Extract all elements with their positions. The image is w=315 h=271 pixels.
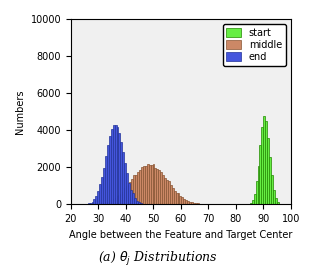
Bar	[138, 202, 140, 204]
Bar	[147, 164, 149, 204]
Bar	[185, 200, 187, 204]
Bar	[193, 203, 195, 204]
Bar	[128, 185, 129, 204]
Bar	[158, 170, 160, 204]
Bar	[250, 203, 252, 204]
Bar	[180, 196, 181, 204]
Bar	[107, 145, 109, 204]
Bar	[275, 198, 277, 204]
Bar	[97, 191, 99, 204]
Bar	[143, 166, 145, 204]
Bar	[89, 203, 92, 204]
Bar	[106, 202, 108, 204]
Bar	[122, 152, 124, 204]
Bar	[156, 169, 158, 204]
Bar	[277, 202, 279, 204]
Bar	[135, 175, 137, 204]
Bar	[118, 133, 120, 204]
Bar	[267, 138, 269, 204]
Bar	[273, 190, 275, 204]
Bar	[195, 203, 197, 204]
Bar	[269, 157, 271, 204]
Bar	[136, 201, 138, 204]
Bar	[145, 166, 147, 204]
Bar	[101, 178, 103, 204]
Bar	[168, 181, 170, 204]
Bar	[258, 166, 260, 204]
Bar	[95, 196, 97, 204]
Bar	[124, 163, 126, 204]
Bar	[139, 170, 141, 204]
Bar	[162, 175, 164, 204]
Bar	[261, 127, 263, 204]
Bar	[132, 193, 134, 204]
Bar	[92, 202, 94, 204]
Bar	[122, 192, 124, 204]
Bar	[263, 117, 265, 204]
Bar	[152, 164, 154, 204]
Bar	[252, 200, 254, 204]
Bar	[130, 190, 132, 204]
Bar	[120, 142, 122, 204]
Bar	[178, 193, 180, 204]
Bar	[118, 195, 120, 204]
Bar	[164, 178, 166, 204]
Bar	[120, 194, 122, 204]
Y-axis label: Numbers: Numbers	[15, 89, 25, 134]
Bar	[140, 203, 141, 204]
Bar	[102, 203, 105, 204]
Bar	[105, 202, 106, 204]
Bar	[141, 167, 143, 204]
Bar	[183, 199, 185, 204]
Bar	[149, 164, 151, 204]
Bar	[187, 201, 189, 204]
Bar	[265, 121, 267, 204]
Bar	[260, 145, 261, 204]
Bar	[128, 183, 130, 204]
Bar	[166, 180, 168, 204]
Bar	[124, 188, 126, 204]
Bar	[99, 185, 101, 204]
Bar	[126, 186, 128, 204]
Text: (a) $\theta_j$ Distributions: (a) $\theta_j$ Distributions	[98, 250, 217, 268]
Bar	[112, 199, 114, 204]
Bar	[115, 124, 117, 204]
Bar	[105, 156, 107, 204]
Bar	[137, 172, 139, 204]
Bar	[191, 202, 193, 204]
Bar	[88, 203, 89, 204]
Bar	[176, 193, 178, 204]
Bar	[94, 199, 95, 204]
Bar	[181, 197, 183, 204]
Bar	[256, 181, 258, 204]
Bar	[151, 164, 152, 204]
Bar	[154, 168, 156, 204]
Bar	[131, 179, 133, 204]
Bar	[111, 129, 113, 204]
Bar	[133, 175, 135, 204]
Bar	[103, 168, 105, 204]
X-axis label: Angle between the Feature and Target Center: Angle between the Feature and Target Cen…	[69, 230, 293, 240]
Bar	[110, 201, 112, 204]
Bar	[170, 185, 172, 204]
Bar	[114, 198, 116, 204]
Bar	[116, 196, 118, 204]
Bar	[100, 203, 102, 204]
Bar	[189, 202, 191, 204]
Bar	[271, 175, 273, 204]
Bar	[134, 198, 136, 204]
Bar	[113, 125, 115, 204]
Bar	[126, 173, 128, 204]
Legend: start, middle, end: start, middle, end	[223, 24, 286, 66]
Bar	[109, 136, 111, 204]
Bar	[160, 172, 162, 204]
Bar	[172, 188, 174, 204]
Bar	[174, 191, 176, 204]
Bar	[129, 182, 131, 204]
Bar	[117, 127, 118, 204]
Bar	[108, 202, 110, 204]
Bar	[254, 194, 256, 204]
